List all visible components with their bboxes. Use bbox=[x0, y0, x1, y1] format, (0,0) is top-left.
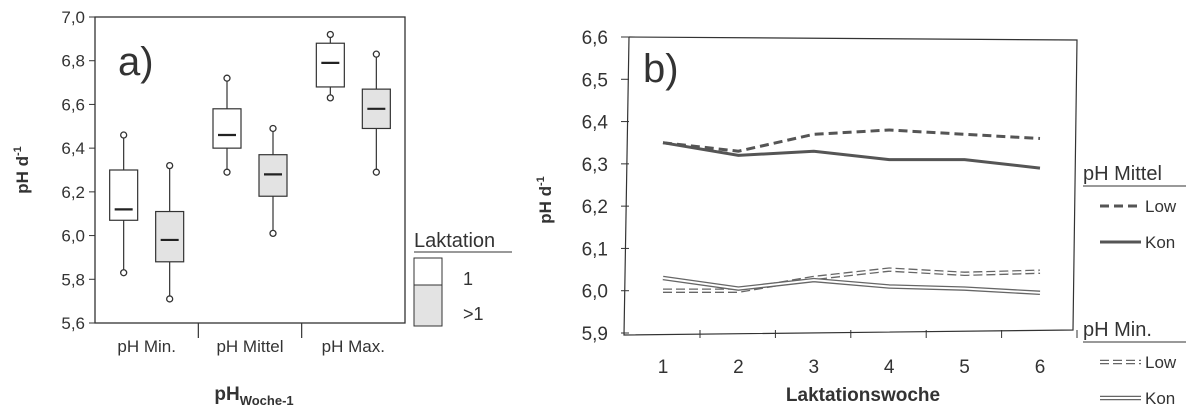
legend-item-label: Kon bbox=[1145, 233, 1175, 252]
x-tick-label-b: 6 bbox=[1035, 357, 1046, 378]
whisker-cap-max bbox=[269, 124, 277, 133]
lines-b bbox=[662, 128, 1041, 296]
whisker-cap-max bbox=[372, 50, 380, 58]
x-axis-a: pH Min. pH Mittel pH Max. bbox=[117, 323, 385, 356]
plot-area-a bbox=[94, 16, 406, 324]
whisker-cap-max bbox=[166, 161, 174, 170]
y-tick-label-b: 6,3 bbox=[582, 155, 608, 176]
whisker-cap-min bbox=[120, 269, 128, 277]
legend-group-title: pH Min. bbox=[1083, 319, 1152, 341]
y-tick-label-b: 6,6 bbox=[582, 28, 608, 49]
y-tick-label-a: 7,0 bbox=[61, 8, 85, 27]
box bbox=[212, 108, 242, 149]
y-tick-label-a: 6,0 bbox=[61, 227, 85, 246]
legend-item-label: Kon bbox=[1145, 389, 1175, 407]
y-tick-label-b: 5,9 bbox=[582, 324, 608, 345]
y-tick-label-b: 6,4 bbox=[582, 113, 609, 134]
x-axis-label-a: pHWoche-1 bbox=[214, 384, 293, 407]
x-tick-label-b: 5 bbox=[959, 357, 970, 378]
whisker-cap-min bbox=[269, 229, 277, 238]
whisker-cap-min bbox=[166, 295, 174, 303]
panel-b-linechart: b) 5,9 6,0 6,1 6,2 6,3 6,4 6,5 6,6 1 2 3 4 5 6 pH d-… bbox=[535, 28, 1186, 407]
whisker-cap-max bbox=[223, 74, 231, 82]
x-tick-label-a: pH Min. bbox=[117, 337, 176, 356]
x-tick-label-b: 2 bbox=[733, 357, 744, 378]
legend-item-label: Low bbox=[1145, 197, 1177, 216]
x-tick-label-b: 3 bbox=[809, 357, 820, 378]
legend-b: pH Mittel Low Kon pH Min. Low Kon bbox=[1083, 163, 1186, 407]
y-tick-label-a: 6,2 bbox=[61, 183, 85, 202]
x-tick-label-a: pH Max. bbox=[322, 337, 385, 356]
box bbox=[109, 169, 139, 221]
x-tick-label-a: pH Mittel bbox=[216, 337, 283, 356]
y-tick-label-a: 6,6 bbox=[61, 95, 85, 114]
y-axis-a: 5,6 5,8 6,0 6,2 6,4 6,6 6,8 7,0 bbox=[61, 8, 95, 333]
whisker-cap-min bbox=[372, 168, 380, 176]
panel-label-b: b) bbox=[643, 47, 679, 91]
legend-group-title: pH Mittel bbox=[1083, 163, 1162, 185]
y-tick-label-a: 6,8 bbox=[61, 52, 85, 71]
whisker-cap-max bbox=[326, 30, 334, 39]
x-tick-label-b: 4 bbox=[884, 357, 895, 378]
series-line-phmittel-low bbox=[662, 128, 1041, 153]
legend-a: Laktation 1 >1 bbox=[413, 230, 512, 327]
y-tick-label-b: 6,5 bbox=[582, 70, 608, 91]
x-axis-label-b: Laktationswoche bbox=[786, 385, 940, 406]
series-line-phmin-kon bbox=[662, 277, 1041, 294]
whisker-cap-max bbox=[120, 131, 128, 139]
y-axis-b: 5,9 6,0 6,1 6,2 6,3 6,4 6,5 6,6 bbox=[582, 28, 629, 345]
panel-a-boxplot: a) 5,65,86,06,26,46,66,87,0 pH Min. pH Mi… bbox=[12, 8, 512, 407]
legend-item-label: Low bbox=[1145, 353, 1177, 372]
y-tick-label-b: 6,0 bbox=[582, 282, 608, 303]
y-tick-label-a: 5,8 bbox=[61, 270, 85, 289]
whisker-cap-min bbox=[326, 94, 334, 102]
legend-title-a: Laktation bbox=[414, 230, 495, 252]
box bbox=[315, 42, 345, 88]
whisker-cap-min bbox=[223, 168, 231, 176]
y-tick-label-b: 6,1 bbox=[582, 239, 608, 260]
y-axis-label-a: pH d-1 bbox=[12, 146, 32, 194]
x-tick-label-b: 1 bbox=[658, 357, 669, 378]
legend-swatch-gt1 bbox=[413, 284, 443, 327]
box bbox=[155, 210, 185, 263]
legend-label-1: 1 bbox=[463, 269, 473, 289]
y-tick-label-a: 6,4 bbox=[61, 139, 85, 158]
series-line-phmin-low bbox=[663, 268, 1041, 292]
boxes-a bbox=[109, 30, 391, 303]
series-line-phmittel-kon bbox=[662, 141, 1041, 170]
y-tick-label-a: 5,6 bbox=[61, 314, 85, 333]
y-axis-label-b: pH d-1 bbox=[535, 176, 555, 224]
y-tick-label-b: 6,2 bbox=[582, 197, 608, 218]
plot-frame-b bbox=[623, 36, 1078, 336]
x-axis-b: 1 2 3 4 5 6 bbox=[658, 330, 1078, 378]
panel-label-a: a) bbox=[118, 40, 154, 84]
legend-label-gt1: >1 bbox=[463, 304, 484, 324]
